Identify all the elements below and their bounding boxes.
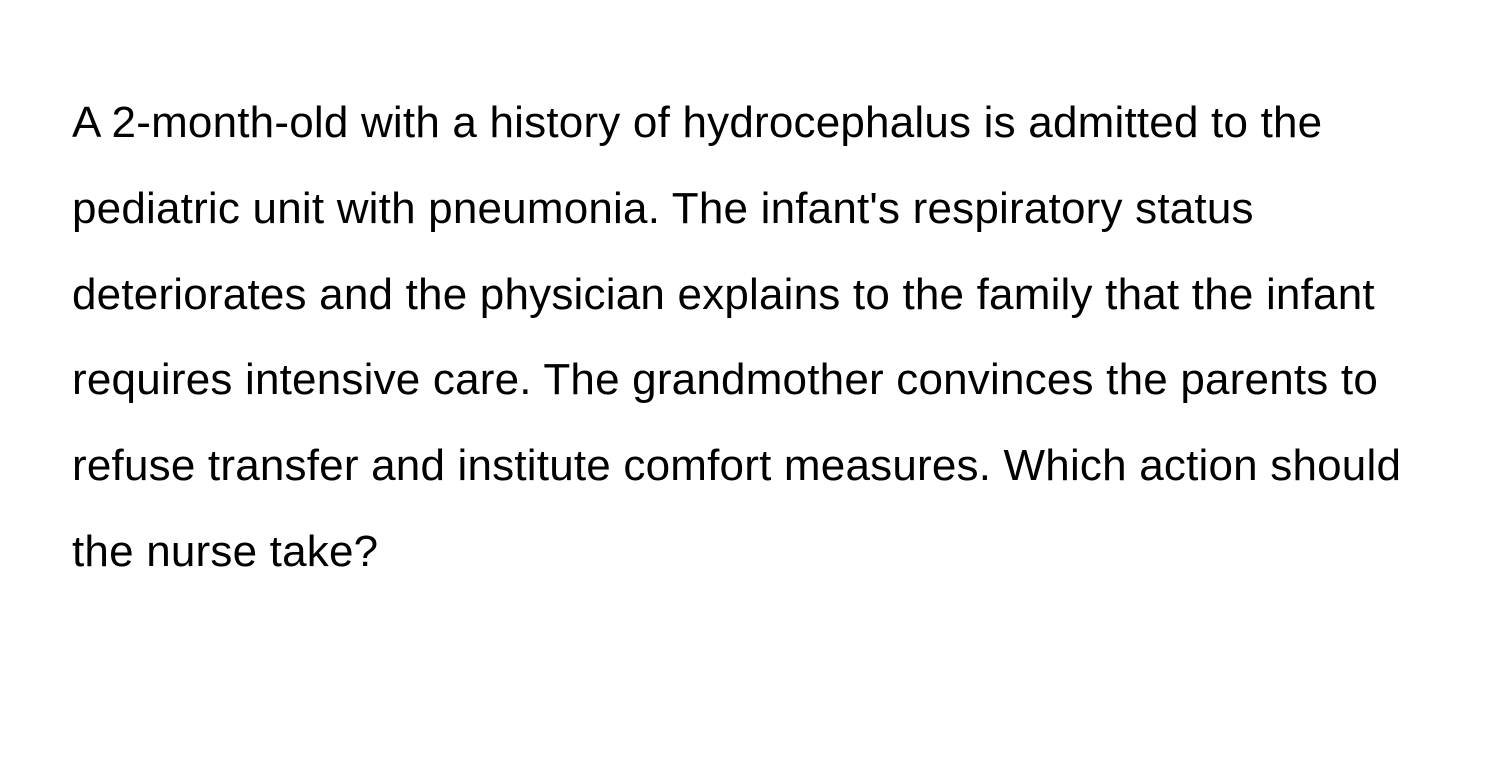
question-text: A 2-month-old with a history of hydrocep…: [72, 80, 1428, 595]
